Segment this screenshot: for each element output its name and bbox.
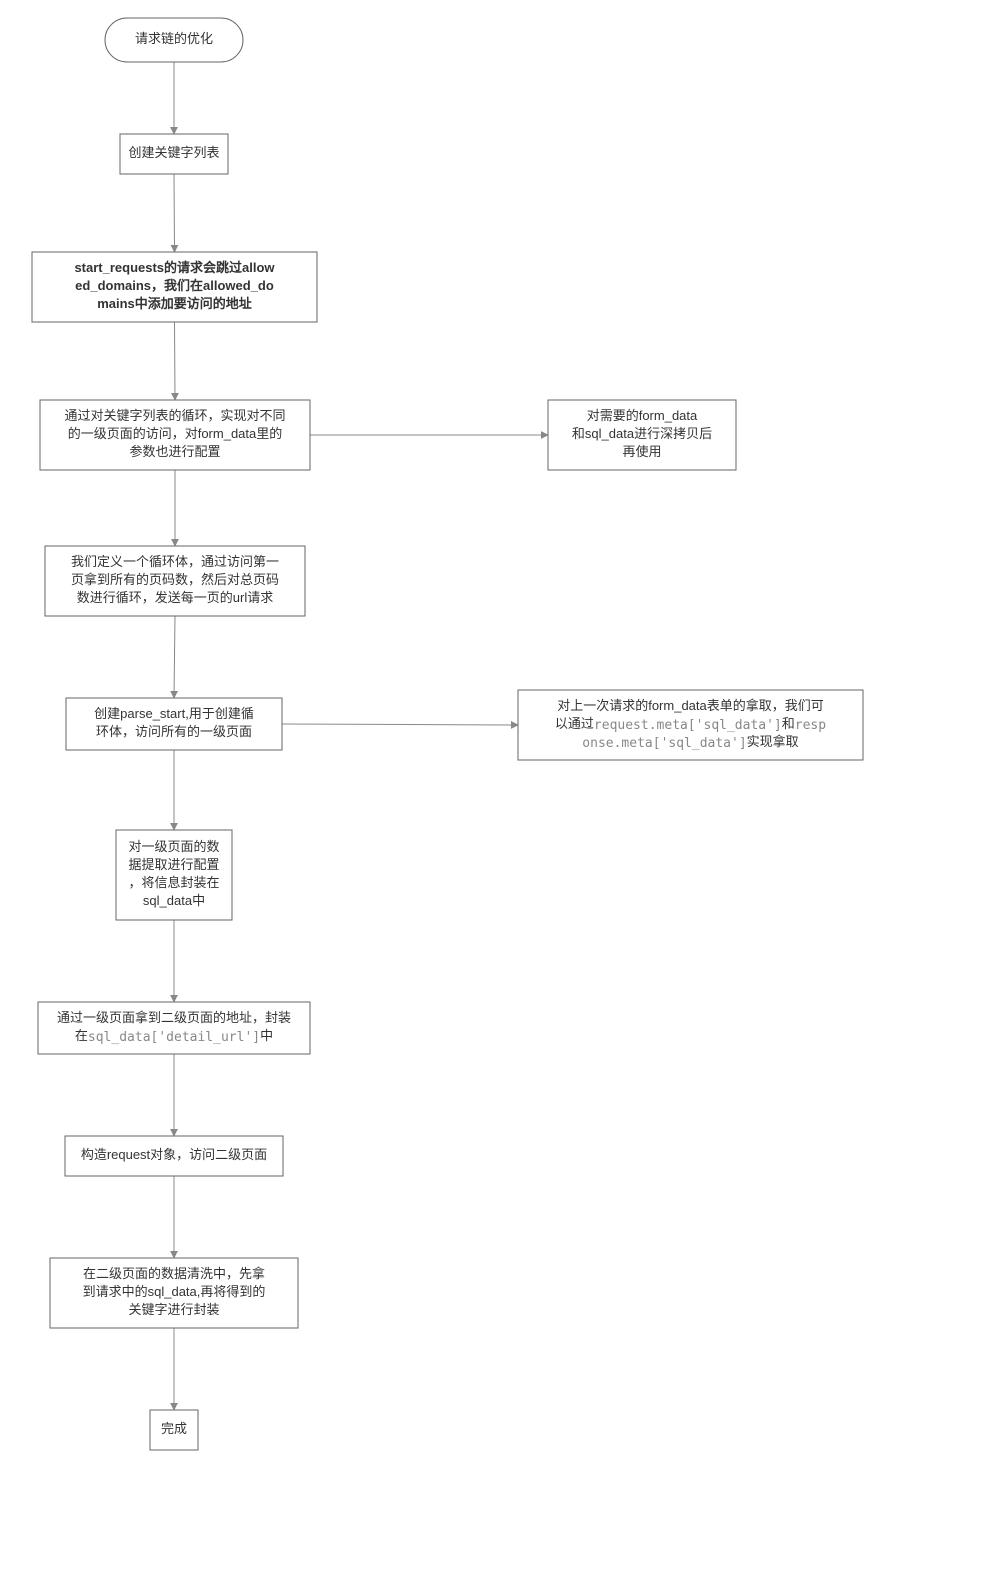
flow-node-n3: 通过对关键字列表的循环，实现对不同的一级页面的访问，对form_data里的参数… xyxy=(40,400,310,470)
flow-node-n5b: 对上一次请求的form_data表单的拿取，我们可以通过request.meta… xyxy=(518,690,863,760)
node-text: 再使用 xyxy=(622,444,661,459)
node-text: 构造request对象，访问二级页面 xyxy=(81,1147,267,1162)
flow-edge xyxy=(174,616,175,698)
node-text: 据提取进行配置 xyxy=(128,857,219,872)
flow-edge xyxy=(282,724,518,725)
nodes-layer: 请求链的优化创建关键字列表 start_requests的请求会跳过allowed… xyxy=(32,18,863,1450)
node-text: 对一级页面的数 xyxy=(128,839,219,854)
flowchart-canvas: 请求链的优化创建关键字列表 start_requests的请求会跳过allowed… xyxy=(0,0,988,1592)
node-text: 对需要的form_data xyxy=(587,408,698,423)
node-text: start_requests的请求会跳过allow xyxy=(74,260,275,275)
node-text: 以通过request.meta['sql_data']和resp xyxy=(555,716,826,732)
flow-node-n9: 在二级页面的数据清洗中，先拿到请求中的sql_data,再将得到的关键字进行封装 xyxy=(50,1258,298,1328)
node-text: onse.meta['sql_data']实现拿取 xyxy=(582,734,798,750)
flow-node-n4: 我们定义一个循环体，通过访问第一页拿到所有的页码数，然后对总页码数进行循环，发送… xyxy=(45,546,305,616)
node-text: sql_data中 xyxy=(143,893,205,908)
node-text: 通过对关键字列表的循环，实现对不同 xyxy=(64,408,285,423)
node-text: 创建parse_start,用于创建循 xyxy=(94,706,254,721)
node-text: 到请求中的sql_data,再将得到的 xyxy=(83,1284,266,1299)
node-text: 页拿到所有的页码数，然后对总页码 xyxy=(71,572,279,587)
node-text: 参数也进行配置 xyxy=(129,444,220,459)
node-text: ed_domains，我们在allowed_do xyxy=(75,278,274,293)
flow-node-n1: 创建关键字列表 xyxy=(120,134,228,174)
flow-node-n7: 通过一级页面拿到二级页面的地址，封装在sql_data['detail_url'… xyxy=(38,1002,310,1054)
node-text: 创建关键字列表 xyxy=(128,145,219,160)
node-text: mains中添加要访问的地址 xyxy=(97,296,252,311)
flow-node-n6: 对一级页面的数据提取进行配置 ，将信息封装在 sql_data中 xyxy=(116,830,232,920)
node-text: 环体，访问所有的一级页面 xyxy=(96,724,252,739)
node-text: ，将信息封装在 xyxy=(128,875,219,890)
node-text: 我们定义一个循环体，通过访问第一 xyxy=(71,554,279,569)
node-text: 关键字进行封装 xyxy=(128,1302,219,1317)
node-text: 在二级页面的数据清洗中，先拿 xyxy=(83,1266,265,1281)
flow-edge xyxy=(175,322,176,400)
flow-node-n0: 请求链的优化 xyxy=(105,18,243,62)
node-text: 对上一次请求的form_data表单的拿取，我们可 xyxy=(557,698,824,713)
flow-node-n8: 构造request对象，访问二级页面 xyxy=(65,1136,283,1176)
node-text: 通过一级页面拿到二级页面的地址，封装 xyxy=(57,1010,291,1025)
flow-node-n2: start_requests的请求会跳过allow ed_domains，我们在a… xyxy=(32,252,317,322)
flow-node-n10: 完成 xyxy=(150,1410,198,1450)
flow-node-n3b: 对需要的form_data 和sql_data进行深拷贝后再使用 xyxy=(548,400,736,470)
flow-node-n5: 创建parse_start,用于创建循环体，访问所有的一级页面 xyxy=(66,698,282,750)
flow-edge xyxy=(174,174,175,252)
node-text: 和sql_data进行深拷贝后 xyxy=(572,426,712,441)
node-text: 完成 xyxy=(161,1421,187,1436)
node-text: 在sql_data['detail_url']中 xyxy=(75,1028,273,1044)
node-text: 请求链的优化 xyxy=(135,31,213,46)
node-text: 数进行循环，发送每一页的url请求 xyxy=(77,590,273,605)
node-text: 的一级页面的访问，对form_data里的 xyxy=(68,426,283,441)
